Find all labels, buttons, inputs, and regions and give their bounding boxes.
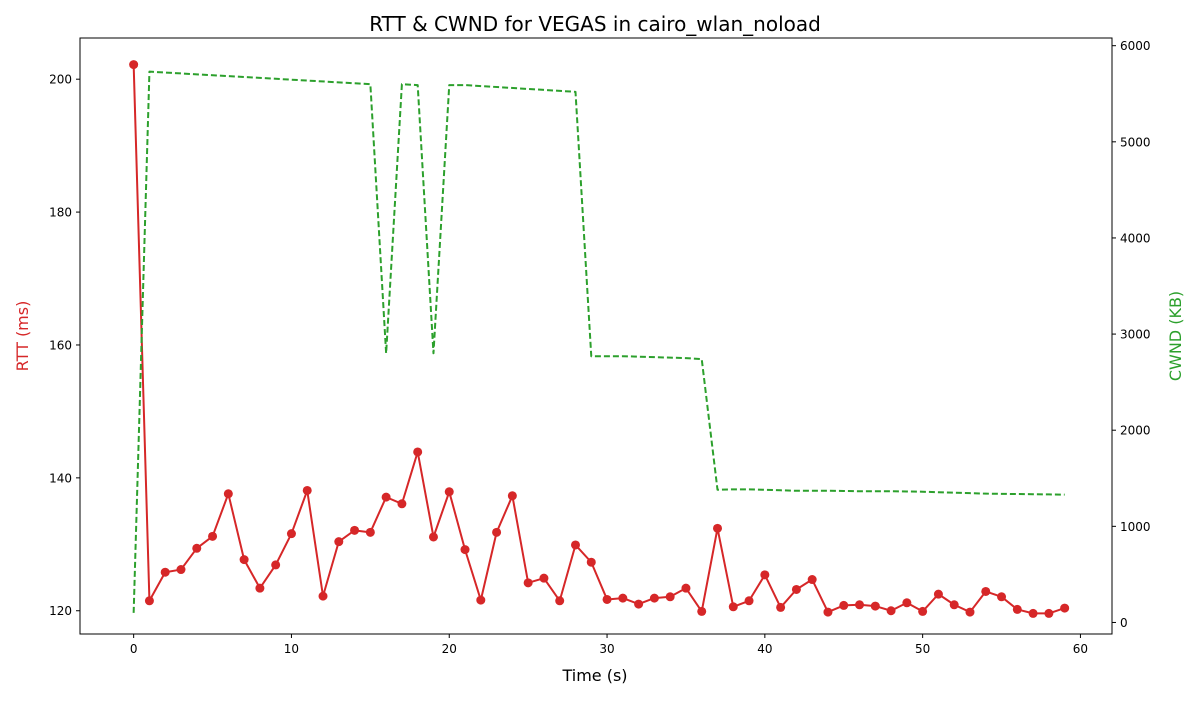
rtt-point: [886, 606, 896, 616]
rtt-point: [839, 600, 849, 610]
chart-title: RTT & CWND for VEGAS in cairo_wlan_noloa…: [369, 12, 821, 36]
y-right-tick-label: 3000: [1120, 328, 1151, 342]
rtt-point: [129, 60, 139, 70]
rtt-point: [681, 583, 691, 593]
rtt-point: [381, 492, 391, 502]
y-right-tick-label: 0: [1120, 616, 1128, 630]
y-right-tick-label: 2000: [1120, 424, 1151, 438]
ticks-layer: 0 10 20 30 40 50 60120140160180200010002000300…: [49, 39, 1150, 656]
rtt-point: [302, 485, 312, 495]
rtt-point: [902, 598, 912, 608]
rtt-series-line: [132, 64, 1065, 615]
rtt-point: [397, 499, 407, 509]
y-left-tick-label: 200: [49, 73, 72, 87]
y-left-tick-label: 140: [49, 471, 72, 485]
y-left-tick-label: 180: [49, 206, 72, 220]
rtt-point: [192, 543, 202, 553]
rtt-point: [444, 487, 454, 497]
x-tick-label: 0: [130, 642, 138, 656]
x-tick-label: 30: [599, 642, 614, 656]
x-tick-label: 40: [757, 642, 772, 656]
rtt-point: [413, 447, 423, 457]
rtt-point: [570, 540, 580, 550]
rtt-point: [776, 602, 786, 612]
rtt-point: [870, 601, 880, 611]
rtt-point: [634, 599, 644, 609]
x-axis-label: Time (s): [561, 666, 627, 685]
rtt-point: [160, 567, 170, 577]
rtt-point: [271, 560, 281, 570]
rtt-point: [144, 596, 154, 606]
rtt-point: [176, 565, 186, 575]
rtt-point: [760, 570, 770, 580]
rtt-point: [697, 606, 707, 616]
y-left-tick-label: 120: [49, 604, 72, 618]
rtt-point: [649, 593, 659, 603]
rtt-point: [350, 525, 360, 535]
y-right-tick-label: 6000: [1120, 39, 1151, 53]
rtt-point: [1060, 603, 1070, 613]
y-axis-right-label: CWND (KB): [1166, 291, 1185, 381]
rtt-point: [492, 527, 502, 537]
y-right-tick-label: 4000: [1120, 231, 1151, 245]
y-left-tick-label: 160: [49, 338, 72, 352]
rtt-point: [965, 607, 975, 617]
rtt-point: [618, 593, 628, 603]
x-tick-label: 50: [915, 642, 930, 656]
rtt-point: [728, 602, 738, 612]
rtt-point: [602, 594, 612, 604]
y-axis-left-label: RTT (ms): [13, 301, 32, 372]
rtt-point: [713, 523, 723, 533]
rtt-point: [523, 578, 533, 588]
rtt-point: [823, 607, 833, 617]
rtt-point: [223, 489, 233, 499]
x-tick-label: 10: [284, 642, 299, 656]
rtt-point: [1044, 608, 1054, 618]
cwnd-series-line: [132, 70, 1065, 613]
rtt-point: [1028, 608, 1038, 618]
rtt-point: [365, 527, 375, 537]
x-tick-label: 60: [1073, 642, 1088, 656]
rtt-point: [476, 595, 486, 605]
rtt-point: [507, 491, 517, 501]
rtt-point: [460, 545, 470, 555]
series-layer: [129, 60, 1070, 618]
rtt-point: [286, 529, 296, 539]
rtt-point: [586, 557, 596, 567]
rtt-point: [918, 606, 928, 616]
rtt-point: [791, 584, 801, 594]
rtt-point: [949, 600, 959, 610]
rtt-point: [239, 555, 249, 565]
rtt-point: [208, 531, 218, 541]
rtt-point: [555, 596, 565, 606]
rtt-point: [334, 537, 344, 547]
rtt-point: [744, 596, 754, 606]
plot-frame: [79, 37, 1113, 635]
rtt-point: [665, 592, 675, 602]
y-right-tick-label: 5000: [1120, 135, 1151, 149]
rtt-point: [997, 592, 1007, 602]
rtt-point: [318, 591, 328, 601]
rtt-point: [855, 600, 865, 610]
rtt-point: [1012, 604, 1022, 614]
x-tick-label: 20: [442, 642, 457, 656]
rtt-point: [807, 575, 817, 585]
rtt-point: [981, 586, 991, 596]
rtt-point: [933, 589, 943, 599]
y-right-tick-label: 1000: [1120, 520, 1151, 534]
rtt-point: [428, 532, 438, 542]
rtt-point: [255, 583, 265, 593]
rtt-point: [539, 573, 549, 583]
